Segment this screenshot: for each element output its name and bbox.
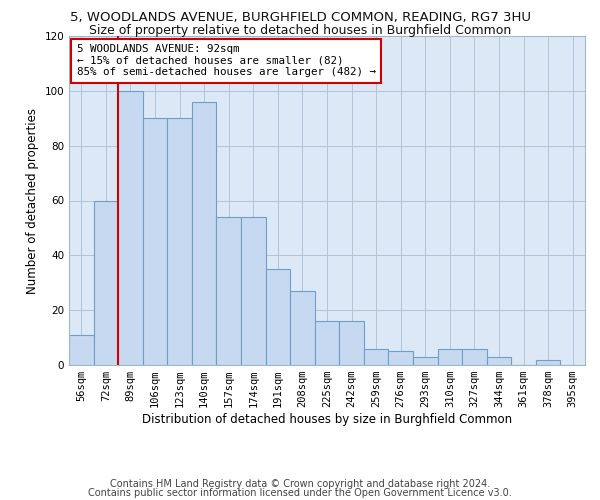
Bar xyxy=(339,321,364,365)
Bar xyxy=(94,200,118,365)
Bar xyxy=(388,352,413,365)
Bar xyxy=(192,102,217,365)
Text: Contains public sector information licensed under the Open Government Licence v3: Contains public sector information licen… xyxy=(88,488,512,498)
Text: Contains HM Land Registry data © Crown copyright and database right 2024.: Contains HM Land Registry data © Crown c… xyxy=(110,479,490,489)
Bar xyxy=(241,217,266,365)
Bar xyxy=(217,217,241,365)
Y-axis label: Number of detached properties: Number of detached properties xyxy=(26,108,39,294)
Bar xyxy=(315,321,339,365)
Bar xyxy=(266,269,290,365)
Bar xyxy=(167,118,192,365)
Bar xyxy=(69,335,94,365)
Text: Size of property relative to detached houses in Burghfield Common: Size of property relative to detached ho… xyxy=(89,24,511,37)
Text: 5 WOODLANDS AVENUE: 92sqm
← 15% of detached houses are smaller (82)
85% of semi-: 5 WOODLANDS AVENUE: 92sqm ← 15% of detac… xyxy=(77,44,376,78)
Bar xyxy=(364,348,388,365)
Bar xyxy=(290,291,315,365)
X-axis label: Distribution of detached houses by size in Burghfield Common: Distribution of detached houses by size … xyxy=(142,413,512,426)
Bar xyxy=(536,360,560,365)
Bar xyxy=(462,348,487,365)
Bar xyxy=(413,357,437,365)
Bar xyxy=(118,91,143,365)
Text: 5, WOODLANDS AVENUE, BURGHFIELD COMMON, READING, RG7 3HU: 5, WOODLANDS AVENUE, BURGHFIELD COMMON, … xyxy=(70,11,530,24)
Bar xyxy=(487,357,511,365)
Bar xyxy=(143,118,167,365)
Bar xyxy=(437,348,462,365)
